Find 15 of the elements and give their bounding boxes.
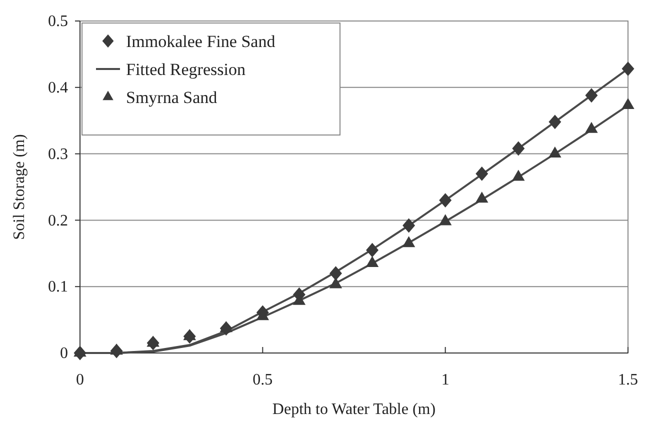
x-axis-title: Depth to Water Table (m): [272, 401, 436, 418]
y-tick-label: 0.4: [48, 80, 68, 97]
y-tick-label: 0.5: [48, 13, 68, 30]
legend-label: Smyrna Sand: [126, 88, 218, 107]
x-tick-label: 0.5: [252, 371, 273, 388]
y-tick-label: 0.2: [48, 212, 68, 230]
y-tick-label: 0: [60, 345, 68, 362]
y-axis-title: Soil Storage (m): [11, 134, 28, 240]
legend-label: Immokalee Fine Sand: [126, 32, 276, 51]
x-tick-label: 1: [441, 371, 450, 388]
x-tick-label: 0: [76, 371, 84, 388]
legend-label: Fitted Regression: [126, 60, 246, 79]
x-tick-label: 1.5: [618, 371, 638, 388]
y-tick-label: 0.3: [48, 146, 68, 163]
y-tick-label: 0.1: [48, 278, 68, 296]
